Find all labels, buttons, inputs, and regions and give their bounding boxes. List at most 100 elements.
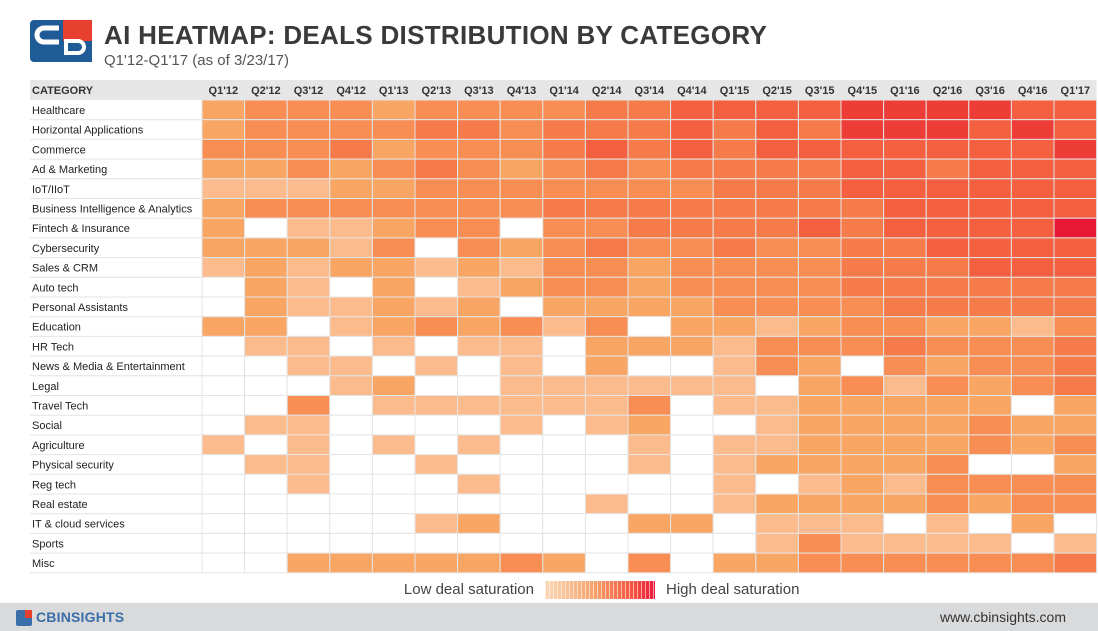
heatmap-cell	[457, 257, 501, 278]
heatmap-cell	[883, 414, 927, 436]
heatmap-cell	[670, 395, 714, 416]
heatmap-cell	[670, 158, 714, 180]
heatmap-cell	[584, 454, 629, 475]
footer: CBINSIGHTS www.cbinsights.com	[0, 603, 1098, 631]
row-label: Commerce	[32, 144, 86, 156]
heatmap-cell	[840, 493, 885, 515]
heatmap-cell	[968, 198, 1012, 219]
heatmap-cell	[627, 178, 672, 200]
heatmap-cell	[670, 493, 714, 515]
heatmap-cell	[1010, 375, 1055, 396]
column-label: Q3'14	[635, 85, 665, 97]
heatmap-cell	[797, 138, 842, 160]
heatmap-cell	[244, 276, 288, 298]
heatmap-cell	[499, 178, 544, 200]
heatmap-cell	[797, 395, 842, 416]
row-label: Social	[32, 420, 62, 432]
heatmap-cell	[1010, 552, 1055, 574]
heatmap-cell	[371, 532, 416, 554]
heatmap-cell	[840, 473, 885, 495]
heatmap-cell	[414, 375, 459, 396]
heatmap-cell	[329, 375, 373, 396]
heatmap-cell	[542, 454, 586, 475]
heatmap-cell	[584, 276, 629, 298]
heatmap-cell	[670, 532, 714, 554]
heatmap-cell	[968, 99, 1012, 121]
heatmap-cell	[968, 276, 1012, 298]
heatmap-cell	[201, 276, 246, 298]
heatmap-cell	[499, 99, 544, 121]
column-label: Q2'12	[251, 85, 281, 97]
heatmap-cell	[414, 296, 459, 318]
heatmap-cell	[797, 473, 842, 495]
heatmap-cell	[925, 237, 970, 259]
heatmap-cell	[542, 355, 586, 377]
heatmap-cell	[244, 237, 288, 259]
heatmap-cell	[968, 414, 1012, 436]
heatmap-cell	[797, 375, 842, 396]
row-label: Horizontal Applications	[32, 125, 144, 137]
heatmap-cell	[883, 395, 927, 416]
heatmap-cell	[457, 198, 501, 219]
heatmap-cell	[797, 158, 842, 180]
row-header-label: CATEGORY	[32, 85, 94, 97]
legend-gradient-bar	[545, 581, 655, 599]
heatmap-cell	[670, 335, 714, 357]
chart-title: AI HEATMAP: DEALS DISTRIBUTION BY CATEGO…	[104, 20, 768, 50]
heatmap-cell	[925, 296, 970, 318]
heatmap-cell	[925, 513, 970, 534]
column-label: Q3'16	[975, 85, 1005, 97]
heatmap-cell	[457, 119, 501, 140]
heatmap-cell	[244, 316, 288, 337]
heatmap-cell	[627, 296, 672, 318]
heatmap-cell	[244, 335, 288, 357]
heatmap-cell	[840, 296, 885, 318]
heatmap-cell	[457, 237, 501, 259]
row-label: Education	[32, 322, 81, 334]
heatmap-cell	[286, 158, 331, 180]
heatmap-cell	[883, 552, 927, 574]
heatmap-cell	[286, 237, 331, 259]
heatmap-cell	[329, 355, 373, 377]
heatmap-cell	[1010, 276, 1055, 298]
heatmap-cell	[584, 335, 629, 357]
heatmap-cell	[755, 454, 799, 475]
heatmap-cell	[329, 158, 373, 180]
heatmap-cell	[797, 178, 842, 200]
heatmap-cell	[457, 395, 501, 416]
heatmap-cell	[457, 375, 501, 396]
heatmap-cell	[1053, 355, 1098, 377]
heatmap-cell	[286, 395, 331, 416]
heatmap-cell	[712, 217, 757, 239]
heatmap-cell	[712, 296, 757, 318]
heatmap-cell	[329, 493, 373, 515]
row-label: Legal	[32, 381, 59, 393]
heatmap-cell	[244, 414, 288, 436]
column-label: Q4'14	[677, 85, 707, 97]
row-label: Auto tech	[32, 282, 78, 294]
heatmap-cell	[499, 532, 544, 554]
footer-url: www.cbinsights.com	[939, 609, 1066, 625]
heatmap-cell	[840, 138, 885, 160]
heatmap-cell	[542, 178, 586, 200]
heatmap-cell	[755, 493, 799, 515]
heatmap-cell	[797, 355, 842, 377]
heatmap-cell	[925, 355, 970, 377]
heatmap-cell	[584, 552, 629, 574]
heatmap-cell	[286, 178, 331, 200]
heatmap-cell	[627, 434, 672, 456]
heatmap-cell	[840, 237, 885, 259]
heatmap-cell	[414, 119, 459, 140]
heatmap-cell	[627, 198, 672, 219]
heatmap-cell	[840, 532, 885, 554]
heatmap-cell	[457, 335, 501, 357]
heatmap-cell	[968, 552, 1012, 574]
heatmap-cell	[371, 395, 416, 416]
heatmap-cell	[457, 138, 501, 160]
heatmap-cell	[244, 532, 288, 554]
heatmap-cell	[627, 158, 672, 180]
heatmap-cell	[712, 395, 757, 416]
heatmap-cell	[1053, 316, 1098, 337]
heatmap-cell	[286, 513, 331, 534]
heatmap-cell	[883, 257, 927, 278]
